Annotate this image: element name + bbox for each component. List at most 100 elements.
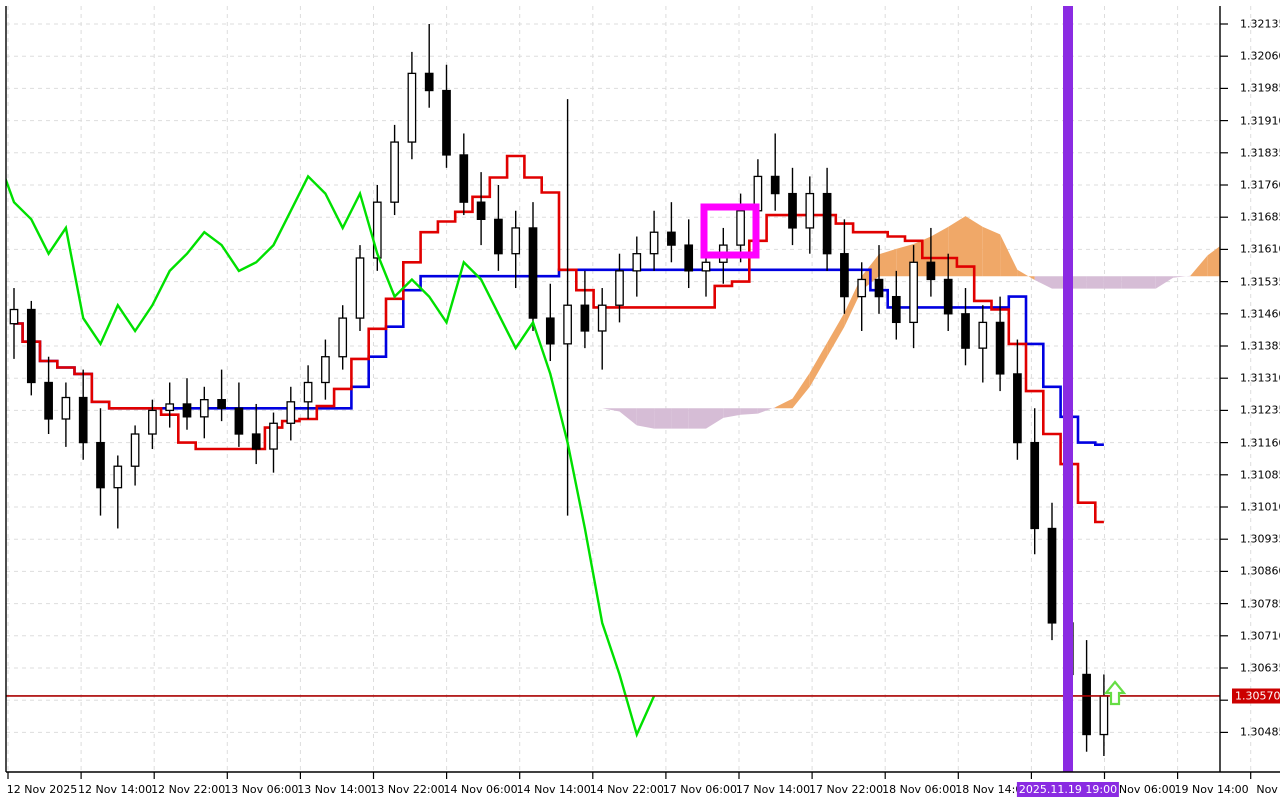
x-axis-tick-label: 13 Nov 22:00 xyxy=(370,783,445,796)
candle-body xyxy=(632,253,642,272)
kumo-bullish-segment xyxy=(792,372,810,409)
kumo-bullish-segment xyxy=(827,312,845,357)
kumo-bullish-segment xyxy=(1017,269,1035,280)
candle-body xyxy=(355,257,365,319)
kumo-bearish-segment xyxy=(740,408,758,415)
candle-body xyxy=(857,278,867,298)
candle-body xyxy=(130,433,140,467)
x-axis-tick-label: 18 Nov 06:00 xyxy=(882,783,957,796)
candle-body xyxy=(217,399,226,409)
candle-body xyxy=(148,409,157,435)
candle-body xyxy=(822,192,832,255)
highlight-rectangle[interactable] xyxy=(700,203,760,259)
candle-body xyxy=(597,304,607,332)
candle-body xyxy=(961,313,970,349)
kumo-bearish-segment xyxy=(1086,276,1104,289)
y-axis-tick-label: 1.30785 xyxy=(1240,597,1280,611)
candle-body xyxy=(234,407,244,435)
kumo-bearish-segment xyxy=(1173,275,1191,278)
kumo-bullish-segment xyxy=(1000,234,1018,277)
kumo-bearish-segment xyxy=(1121,276,1139,289)
candle-body xyxy=(44,381,53,420)
x-axis-tick-label: 12 Nov 14:00 xyxy=(78,783,153,796)
kumo-bearish-segment xyxy=(671,408,689,429)
x-axis-tick-label: 19 Nov 14:00 xyxy=(1174,783,1249,796)
x-axis-tick-label: 17 Nov 14:00 xyxy=(735,783,811,796)
candle-body xyxy=(78,396,88,444)
candle-body xyxy=(528,227,538,319)
candle-body xyxy=(840,253,849,298)
kumo-bearish-segment xyxy=(706,408,724,429)
kumo-bearish-segment xyxy=(1155,276,1174,289)
candle-body xyxy=(788,192,797,229)
y-axis-tick-label: 1.31460 xyxy=(1240,307,1280,321)
candle-body xyxy=(563,304,572,345)
candle-body xyxy=(1082,673,1091,736)
kumo-bearish-segment xyxy=(723,408,741,418)
y-axis-tick-label: 1.30860 xyxy=(1240,564,1280,578)
current-price-tag: 1.30570 xyxy=(1232,688,1280,704)
x-axis-tick-label: 12 Nov 2025 xyxy=(6,783,78,796)
candle-body xyxy=(26,308,36,384)
candle-body xyxy=(9,308,19,325)
y-axis-tick-label: 1.30485 xyxy=(1240,725,1280,739)
candle-body xyxy=(61,396,71,420)
candle-body xyxy=(1030,441,1040,530)
y-axis-tick-label: 1.31385 xyxy=(1240,339,1280,353)
x-axis-tick-label: 19 Nov 06:00 xyxy=(1101,783,1176,796)
kumo-bullish-segment xyxy=(809,342,828,387)
kumo-bullish-segment xyxy=(965,216,983,277)
y-axis-tick-label: 1.31685 xyxy=(1240,210,1280,224)
y-axis-tick-label: 1.30935 xyxy=(1240,532,1280,546)
x-axis-tick-label: Nov 22:00 xyxy=(1256,783,1280,796)
candle-body xyxy=(338,317,348,358)
kumo-bearish-segment xyxy=(1103,276,1122,289)
x-axis-tick-label: 14 Nov 06:00 xyxy=(443,783,518,796)
x-axis-tick-label: 17 Nov 06:00 xyxy=(662,783,737,796)
candle-body xyxy=(736,210,745,246)
candle-body xyxy=(372,201,382,259)
candle-body xyxy=(442,89,451,156)
candle-body xyxy=(580,304,590,332)
y-axis-tick-label: 1.30710 xyxy=(1240,629,1280,643)
candle-body xyxy=(909,261,918,324)
candle-body xyxy=(269,422,278,450)
candle-body xyxy=(459,154,469,203)
candle-body xyxy=(1099,695,1109,736)
kumo-bearish-segment xyxy=(1138,276,1156,289)
candle-body xyxy=(701,261,711,272)
y-axis-tick-label: 1.32060 xyxy=(1240,49,1280,63)
current-time-tag: 2025.11.19 19:00 xyxy=(1016,782,1120,797)
kumo-bullish-segment xyxy=(982,226,1001,277)
kumo-bearish-segment xyxy=(688,408,706,429)
kumo-bearish-segment xyxy=(619,408,637,426)
x-axis-tick-label: 17 Nov 22:00 xyxy=(809,783,884,796)
candle-body xyxy=(165,403,175,412)
candle-body xyxy=(684,244,694,272)
candle-body xyxy=(286,401,296,424)
candle-body xyxy=(182,403,192,418)
candle-body xyxy=(995,321,1005,375)
buy-signal-arrow-icon xyxy=(1103,680,1127,706)
y-axis-tick-label: 1.31610 xyxy=(1240,242,1280,256)
candle-body xyxy=(943,278,953,315)
current-time-cursor[interactable] xyxy=(1063,6,1073,772)
candle-body xyxy=(667,231,676,246)
y-axis-tick-label: 1.31160 xyxy=(1240,436,1280,450)
y-axis-tick-label: 1.31235 xyxy=(1240,403,1280,417)
kumo-bullish-segment xyxy=(1190,255,1208,277)
candle-body xyxy=(424,72,434,92)
y-axis-tick-label: 1.31985 xyxy=(1240,81,1280,95)
kumo-bullish-segment xyxy=(879,248,897,277)
candle-body xyxy=(649,231,659,255)
x-axis-tick-label: 12 Nov 22:00 xyxy=(151,783,226,796)
candle-body xyxy=(805,192,815,229)
x-axis-tick-label: 18 Nov 14:00 xyxy=(955,783,1030,796)
x-axis-tick-label: 14 Nov 22:00 xyxy=(589,783,664,796)
y-axis-tick-label: 1.31085 xyxy=(1240,468,1280,482)
x-axis-tick-label: 13 Nov 14:00 xyxy=(297,783,372,796)
candle-body xyxy=(494,218,503,255)
kumo-bearish-segment xyxy=(1034,276,1052,289)
